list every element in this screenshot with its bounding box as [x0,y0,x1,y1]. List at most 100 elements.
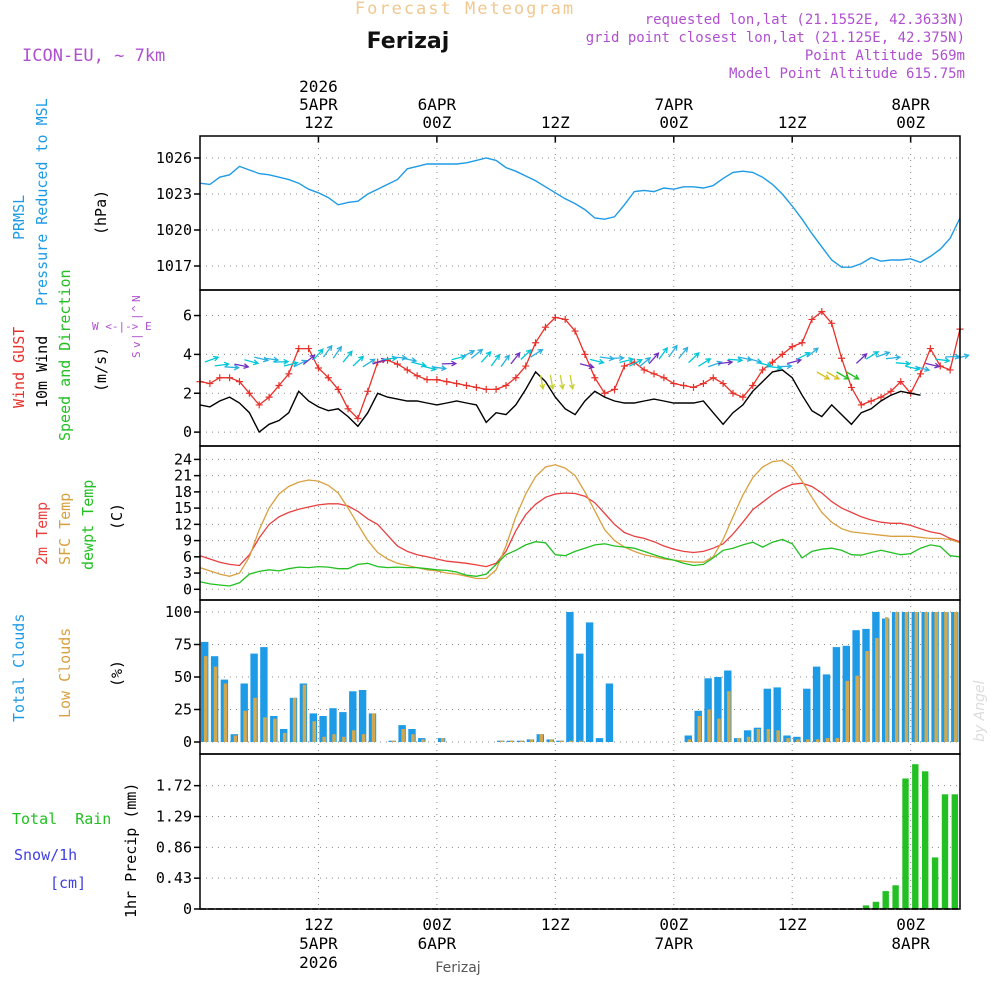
gust-point [413,372,421,380]
low-cloud-bar [292,697,297,742]
total-cloud-bar [329,708,337,742]
low-cloud-bar [500,740,504,742]
gust-point [551,313,559,321]
total-cloud-bar [822,674,831,742]
wind-direction-arrow [875,350,891,358]
wind-direction-arrow [273,358,290,365]
low-cloud-bar [934,612,938,742]
wind-direction-arrow [915,365,931,373]
wind-direction-arrow [264,356,280,363]
requested-coords: requested lon,lat (21.1552E, 42.3633N) [645,12,965,28]
low-cloud-bar [687,739,692,742]
wind-direction-arrow [441,360,458,367]
total-cloud-bar [319,716,327,742]
total-cloud-bar [773,687,781,742]
y-tick-label: 1.72 [156,777,192,795]
gust-point [867,397,875,405]
y-tick-label: 21 [174,467,192,485]
gust-point [818,308,826,316]
wind-direction-arrow [214,361,231,368]
chart-marks [196,157,970,910]
gust-point [917,370,925,378]
low-cloud-bar [835,738,840,742]
low-cloud-bar [519,740,524,742]
y-tick-label: 0 [183,580,192,598]
pressure-label-1: PRMSL [10,195,28,240]
y-tick-label: 4 [183,345,192,363]
wind-direction-arrow [342,350,353,363]
gust-point [680,381,688,389]
bottom-time-label: 12Z [541,915,570,934]
low-cloud-bar [312,721,316,742]
gust-point [492,385,500,393]
total-cloud-bar [605,683,614,742]
low-cloud-bar [401,729,405,742]
top-time-label: 00Z [896,113,925,132]
total-cloud-bar [684,735,692,742]
gust-point [265,393,273,401]
low-cloud-bar [756,729,761,742]
rain-bar [892,885,899,909]
y-tick-label: 50 [174,668,192,686]
total-cloud-bar [349,691,357,742]
gust-point [393,360,401,368]
compass-n: N [130,295,143,302]
gust-point [344,405,352,413]
top-time-label: 8APR [891,95,930,114]
gust-point [571,327,579,335]
wind-direction-arrow [855,352,868,364]
y-tick-label: 75 [174,636,192,654]
wind-line [199,369,921,434]
low-cloud-bar [914,612,919,742]
wind-direction-arrow [609,355,625,362]
low-cloud-bar [727,691,731,742]
gust-point [788,343,796,351]
wind-direction-arrow [244,359,260,366]
gust-point [640,366,648,374]
total-cloud-bar [585,622,594,742]
snow-unit: [cm] [50,874,86,892]
low-cloud-bar [569,740,573,742]
low-cloud-bar [796,739,800,742]
low-cloud-bar [815,739,820,742]
gust-point [778,350,786,358]
wind-label: 10m Wind [33,336,51,408]
low-cloud-bar [736,738,741,742]
wind-direction-arrow [579,363,595,370]
top-time-label: 12Z [304,113,333,132]
sfc-temp-line [199,459,961,580]
temp-label: 2m Temp [33,502,51,565]
gust-point [334,385,342,393]
y-tick-label: 0 [183,733,192,751]
top-time-label: 7APR [655,95,694,114]
wind-direction-arrow [500,354,510,368]
wind-direction-arrow [885,354,902,361]
footer-location: Ferizaj [435,960,480,976]
compass-bar1: | [130,313,143,320]
wind-direction-arrow [352,355,365,367]
wind-direction-arrow [490,353,501,367]
low-cloud-bar [766,729,771,742]
low-cloud-bar [579,740,583,742]
gust-point [285,370,293,378]
banner-title: Forecast Meteogram [355,0,575,19]
wind-direction-arrow [204,355,220,363]
gridpoint-coords: grid point closest lon,lat (21.125E, 42.… [586,30,965,46]
low-cloud-bar [440,738,445,742]
gust-point [235,378,243,386]
cloud-unit: (%) [108,660,126,687]
low-cloud-bar [302,684,307,742]
wind-direction-arrow [816,371,831,380]
low-cloud-bar [894,612,899,742]
low-cloud-bar [421,739,425,742]
total-cloud-bar [803,688,811,742]
total-cloud-bar [763,688,771,742]
rain-bar [941,794,949,909]
wind-direction-arrow [895,360,912,367]
y-tick-label: 6 [183,548,192,566]
low-cloud-bar [944,612,948,742]
snow-label: Snow/1h [14,846,77,864]
low-cloud-bar [509,740,514,742]
low-cloud-bar [529,739,534,742]
